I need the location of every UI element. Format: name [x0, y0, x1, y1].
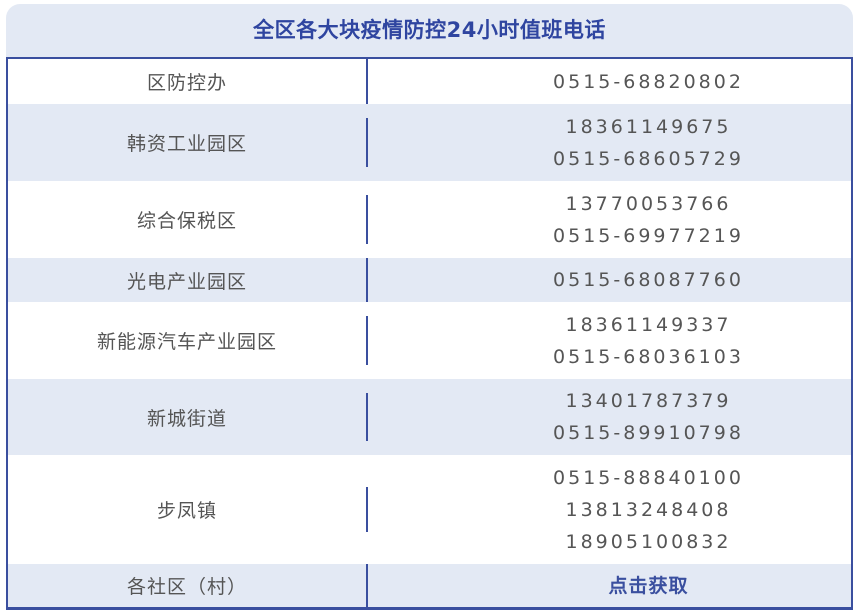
page-title: 全区各大块疫情防控24小时值班电话 — [253, 18, 606, 42]
phone-number[interactable]: 18905100832 — [565, 530, 732, 553]
hotline-card: 全区各大块疫情防控24小时值班电话 区防控办 0515-68820802 韩资工… — [6, 4, 853, 610]
phone-number[interactable]: 0515-68605729 — [553, 147, 744, 170]
column-divider — [366, 564, 368, 607]
area-name: 步凤镇 — [156, 500, 217, 522]
table-row: 韩资工业园区 18361149675 0515-68605729 — [8, 104, 851, 181]
phone-number[interactable]: 0515-89910798 — [553, 422, 744, 444]
phone-number[interactable]: 0515-69977219 — [553, 224, 744, 247]
table-row: 各社区（村） 点击获取 — [8, 564, 851, 607]
phone-number[interactable]: 0515-68820802 — [553, 70, 744, 93]
table-row: 新城街道 13401787379 0515-89910798 — [8, 379, 851, 455]
area-name: 光电产业园区 — [126, 270, 247, 293]
column-divider — [366, 59, 368, 104]
column-divider — [366, 118, 368, 167]
area-name: 韩资工业园区 — [126, 133, 247, 155]
area-name: 新城街道 — [146, 407, 227, 430]
table-row: 新能源汽车产业园区 18361149337 0515-68036103 — [8, 302, 851, 379]
phone-number[interactable]: 13401787379 — [565, 390, 732, 412]
phone-number[interactable]: 0515-68036103 — [553, 345, 744, 368]
area-name: 新能源汽车产业园区 — [96, 331, 277, 353]
column-divider — [366, 393, 368, 441]
get-contacts-link[interactable]: 点击获取 — [608, 574, 689, 597]
table-row: 区防控办 0515-68820802 — [8, 59, 851, 104]
table-row: 光电产业园区 0515-68087760 — [8, 258, 851, 302]
table-row: 综合保税区 13770053766 0515-69977219 — [8, 181, 851, 258]
phone-number[interactable]: 0515-68087760 — [553, 269, 744, 291]
area-name: 各社区（村） — [126, 576, 247, 598]
phone-number[interactable]: 18361149337 — [565, 313, 732, 336]
column-divider — [366, 487, 368, 532]
phone-number[interactable]: 18361149675 — [565, 115, 732, 138]
column-divider — [366, 195, 368, 244]
table-row: 步凤镇 0515-88840100 13813248408 18905100832 — [8, 455, 851, 564]
phone-number[interactable]: 13770053766 — [565, 192, 732, 215]
area-name: 区防控办 — [146, 72, 227, 94]
phone-number[interactable]: 13813248408 — [565, 498, 732, 521]
hotline-table: 区防控办 0515-68820802 韩资工业园区 18361149675 051… — [6, 57, 853, 610]
phone-number[interactable]: 0515-88840100 — [553, 466, 744, 489]
column-divider — [366, 316, 368, 365]
column-divider — [366, 258, 368, 302]
area-name: 综合保税区 — [136, 210, 237, 232]
